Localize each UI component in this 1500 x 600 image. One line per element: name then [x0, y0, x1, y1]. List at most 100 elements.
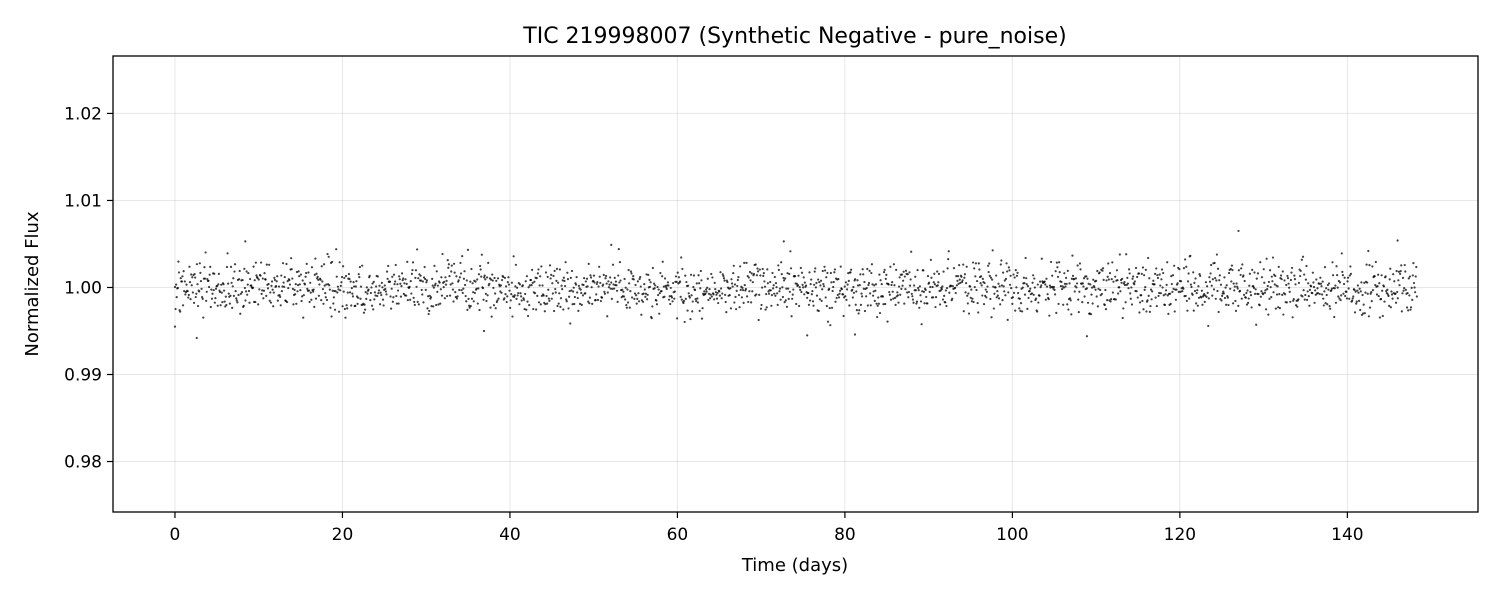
- data-point: [807, 303, 811, 306]
- data-point: [1405, 306, 1409, 309]
- data-point: [390, 287, 393, 290]
- data-point: [1308, 288, 1312, 291]
- data-point: [851, 296, 854, 299]
- data-point: [299, 288, 302, 292]
- data-point: [1116, 279, 1119, 282]
- data-point: [1245, 303, 1249, 306]
- data-point: [964, 291, 967, 294]
- data-point: [393, 283, 396, 286]
- data-point: [550, 297, 553, 300]
- data-point: [1226, 296, 1229, 299]
- data-point: [460, 289, 463, 292]
- data-point: [1085, 275, 1088, 278]
- data-point: [1281, 293, 1284, 296]
- data-point: [624, 286, 627, 289]
- data-point: [696, 297, 699, 300]
- data-point: [1268, 269, 1272, 272]
- data-point: [301, 279, 304, 282]
- data-point: [432, 286, 435, 289]
- data-point: [782, 279, 786, 282]
- data-point: [804, 284, 808, 287]
- data-point: [1132, 275, 1135, 278]
- data-point: [683, 299, 686, 302]
- data-point: [1339, 298, 1342, 302]
- data-point: [403, 282, 406, 285]
- data-point: [1184, 294, 1187, 298]
- data-point: [1227, 271, 1231, 275]
- data-point: [331, 289, 334, 292]
- data-point: [1118, 253, 1121, 256]
- data-point: [230, 281, 233, 284]
- data-point: [578, 302, 582, 306]
- data-point: [198, 262, 201, 265]
- data-point: [316, 275, 319, 278]
- data-point: [789, 250, 792, 253]
- data-point: [428, 309, 431, 312]
- data-point: [980, 284, 983, 287]
- data-point: [606, 291, 609, 294]
- data-point: [1105, 279, 1108, 282]
- data-point: [1048, 314, 1051, 317]
- data-point: [837, 277, 840, 281]
- data-point: [1101, 269, 1104, 272]
- data-point: [745, 261, 748, 264]
- data-point: [676, 317, 679, 320]
- data-point: [351, 295, 355, 298]
- data-point: [903, 302, 906, 305]
- data-point: [724, 293, 727, 296]
- data-point: [606, 315, 609, 318]
- data-point: [440, 276, 443, 279]
- data-point: [1062, 286, 1065, 289]
- data-point: [1293, 278, 1297, 281]
- data-point: [1368, 306, 1372, 309]
- data-point: [1075, 286, 1078, 289]
- data-point: [402, 277, 405, 280]
- data-point: [860, 292, 863, 295]
- data-point: [666, 281, 670, 284]
- data-point: [1271, 256, 1275, 259]
- data-point: [562, 308, 565, 311]
- data-point: [1193, 289, 1197, 293]
- data-point: [576, 291, 579, 294]
- data-point: [1407, 309, 1410, 312]
- data-point: [1025, 283, 1028, 286]
- data-point: [477, 273, 481, 276]
- data-point: [429, 296, 433, 299]
- data-point: [1208, 280, 1212, 283]
- data-point: [906, 273, 909, 276]
- data-point: [1371, 265, 1374, 268]
- data-point: [248, 301, 251, 304]
- data-point: [1074, 277, 1078, 280]
- data-point: [238, 269, 241, 273]
- data-point: [1257, 292, 1260, 296]
- data-point: [490, 315, 493, 318]
- data-point: [468, 304, 471, 307]
- data-point: [1086, 277, 1089, 280]
- data-point: [207, 285, 211, 289]
- data-point: [1390, 293, 1394, 296]
- data-point: [919, 294, 922, 297]
- data-point: [1355, 302, 1358, 305]
- data-point: [769, 280, 772, 284]
- data-point: [760, 303, 763, 307]
- data-point: [200, 287, 203, 290]
- data-point: [1264, 308, 1268, 311]
- data-point: [1263, 291, 1266, 294]
- data-point: [1066, 303, 1069, 306]
- data-point: [1351, 297, 1354, 300]
- data-point: [281, 262, 285, 265]
- data-point: [1070, 313, 1073, 316]
- data-point: [222, 283, 225, 286]
- data-point: [1297, 281, 1301, 284]
- data-point: [572, 286, 575, 289]
- data-point: [269, 301, 272, 304]
- data-point: [1354, 290, 1357, 293]
- data-point: [1346, 280, 1349, 283]
- data-point: [824, 269, 827, 272]
- data-point: [595, 293, 598, 296]
- data-point: [885, 273, 888, 276]
- data-point: [382, 304, 385, 307]
- data-point: [433, 264, 436, 267]
- data-point: [227, 282, 230, 285]
- data-point: [588, 296, 592, 299]
